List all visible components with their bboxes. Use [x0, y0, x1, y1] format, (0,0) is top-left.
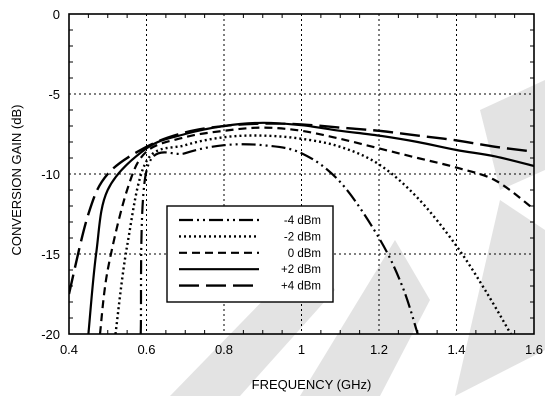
x-tick-label: 1.2: [370, 342, 388, 357]
series-line: [69, 122, 534, 295]
x-tick-label: 0.8: [215, 342, 233, 357]
watermark-stripe: [300, 240, 430, 396]
legend-label: +4 dBm: [281, 281, 321, 293]
series-line: [98, 126, 534, 334]
tick-labels: 0.4 0.6 0.8 1 1.2 1.4 1.6 0 -5 -10 -15 -20: [41, 7, 543, 357]
plot-frame: [68, 13, 535, 335]
y-axis-title: CONVERSION GAIN (dB): [9, 105, 24, 256]
y-tick-label: -5: [48, 87, 60, 102]
y-tick-label: -15: [41, 247, 60, 262]
x-tick-label: 0.6: [137, 342, 155, 357]
legend-label: +2 dBm: [281, 264, 321, 276]
legend-label: -4 dBm: [284, 215, 321, 227]
y-tick-label: -20: [41, 327, 60, 342]
series-lines: [69, 121, 534, 334]
x-tick-label: 1.4: [447, 342, 465, 357]
legend: -4 dBm -2 dBm 0 dBm +2 dBm +4 dBm: [166, 205, 334, 303]
y-tick-label: -10: [41, 167, 60, 182]
watermark-stripe: [455, 200, 545, 396]
legend-label: -2 dBm: [284, 231, 321, 243]
x-tick-label: 1.6: [525, 342, 543, 357]
watermark-stripe: [480, 80, 545, 190]
y-tick-label: 0: [53, 7, 60, 22]
legend-label: 0 dBm: [288, 248, 321, 260]
x-tick-label: 0.4: [60, 342, 78, 357]
x-tick-label: 1: [298, 342, 305, 357]
x-axis-title: FREQUENCY (GHz): [252, 377, 372, 392]
